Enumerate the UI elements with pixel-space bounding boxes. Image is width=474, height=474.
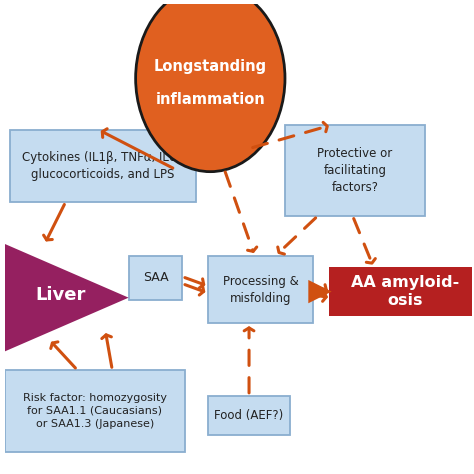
Text: Processing &
misfolding: Processing & misfolding — [223, 274, 298, 304]
FancyBboxPatch shape — [5, 370, 185, 452]
FancyBboxPatch shape — [329, 267, 472, 316]
Text: SAA: SAA — [143, 271, 168, 284]
FancyBboxPatch shape — [285, 125, 425, 216]
Text: Food (AEF?): Food (AEF?) — [214, 409, 283, 422]
Text: AA amyloid-
osis: AA amyloid- osis — [351, 275, 459, 309]
Polygon shape — [308, 280, 332, 303]
FancyBboxPatch shape — [128, 255, 182, 300]
Ellipse shape — [136, 0, 285, 172]
Text: Liver: Liver — [35, 286, 86, 304]
Text: Risk factor: homozygosity
for SAA1.1 (Caucasians)
or SAA1.3 (Japanese): Risk factor: homozygosity for SAA1.1 (Ca… — [23, 392, 167, 429]
Text: Cytokines (IL1β, TNFα, IL6),
glucocorticoids, and LPS: Cytokines (IL1β, TNFα, IL6), glucocortic… — [22, 151, 184, 181]
Polygon shape — [5, 244, 128, 351]
FancyBboxPatch shape — [9, 130, 196, 202]
FancyBboxPatch shape — [208, 396, 290, 435]
Text: Longstanding: Longstanding — [154, 59, 267, 74]
Text: Protective or
facilitating
factors?: Protective or facilitating factors? — [318, 147, 392, 194]
Text: inflammation: inflammation — [155, 92, 265, 107]
FancyBboxPatch shape — [208, 255, 313, 323]
